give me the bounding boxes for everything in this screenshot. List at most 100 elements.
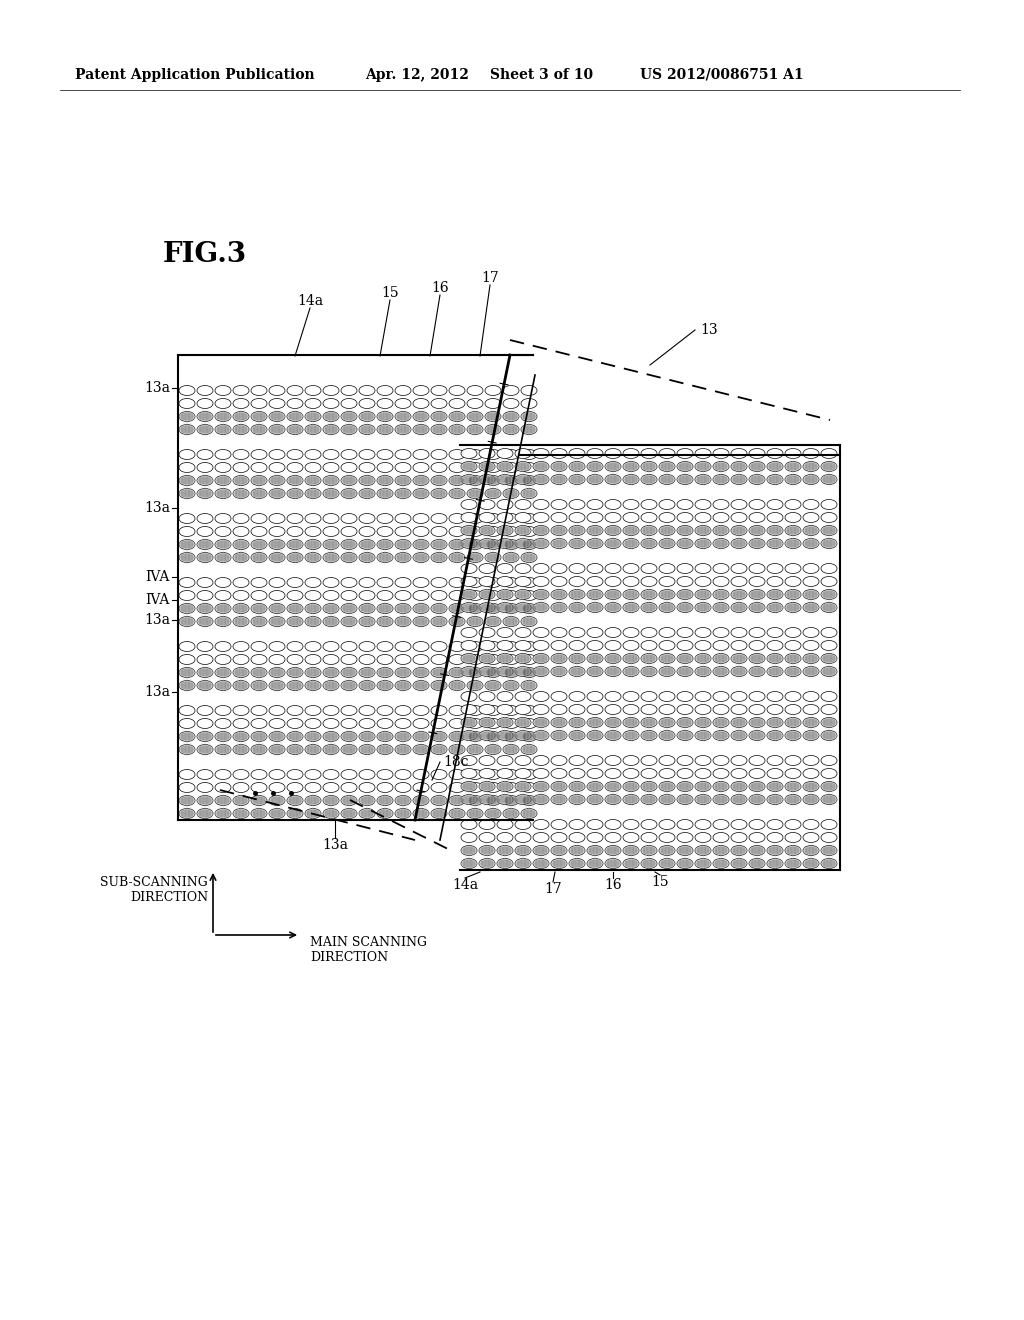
Ellipse shape [785, 539, 801, 549]
Ellipse shape [534, 449, 549, 458]
Ellipse shape [215, 540, 231, 549]
Ellipse shape [179, 590, 195, 601]
Ellipse shape [503, 527, 519, 536]
Ellipse shape [713, 833, 729, 842]
Ellipse shape [731, 730, 746, 741]
Ellipse shape [803, 820, 819, 829]
Ellipse shape [377, 513, 393, 524]
Ellipse shape [497, 755, 513, 766]
Ellipse shape [461, 820, 477, 829]
Ellipse shape [287, 770, 303, 780]
Ellipse shape [731, 590, 746, 599]
Ellipse shape [461, 462, 477, 471]
Ellipse shape [467, 412, 483, 421]
Ellipse shape [570, 718, 584, 727]
Ellipse shape [179, 425, 195, 434]
Ellipse shape [467, 705, 483, 715]
Ellipse shape [360, 605, 374, 612]
Ellipse shape [197, 513, 213, 524]
Ellipse shape [215, 681, 231, 690]
Ellipse shape [341, 718, 357, 729]
Ellipse shape [461, 653, 477, 664]
Ellipse shape [625, 527, 638, 535]
Ellipse shape [414, 746, 428, 754]
Ellipse shape [251, 412, 267, 421]
Ellipse shape [803, 499, 819, 510]
Ellipse shape [534, 590, 549, 599]
Ellipse shape [215, 425, 231, 434]
Ellipse shape [485, 540, 501, 549]
Ellipse shape [605, 730, 621, 741]
Ellipse shape [642, 590, 655, 599]
Ellipse shape [216, 425, 229, 434]
Ellipse shape [504, 681, 518, 690]
Ellipse shape [341, 603, 357, 614]
Ellipse shape [360, 809, 374, 818]
Ellipse shape [822, 462, 836, 471]
Ellipse shape [751, 462, 764, 471]
Ellipse shape [215, 513, 231, 524]
Ellipse shape [605, 718, 621, 727]
Ellipse shape [732, 846, 745, 855]
Ellipse shape [461, 781, 477, 792]
Ellipse shape [359, 770, 375, 780]
Ellipse shape [821, 820, 837, 829]
Ellipse shape [803, 768, 819, 779]
Ellipse shape [515, 833, 531, 842]
Ellipse shape [451, 746, 464, 754]
Ellipse shape [534, 718, 549, 727]
Ellipse shape [485, 513, 501, 524]
Ellipse shape [503, 681, 519, 690]
Ellipse shape [215, 616, 231, 627]
Ellipse shape [822, 527, 836, 535]
Ellipse shape [767, 858, 783, 869]
Ellipse shape [623, 833, 639, 842]
Ellipse shape [623, 705, 639, 714]
Ellipse shape [252, 425, 266, 434]
Ellipse shape [359, 475, 375, 486]
Ellipse shape [269, 808, 285, 818]
Ellipse shape [499, 859, 512, 867]
Ellipse shape [503, 385, 519, 396]
Ellipse shape [251, 655, 267, 664]
Ellipse shape [377, 462, 393, 473]
Ellipse shape [534, 602, 549, 612]
Ellipse shape [696, 667, 710, 676]
Ellipse shape [641, 474, 657, 484]
Ellipse shape [467, 513, 483, 524]
Ellipse shape [179, 655, 195, 664]
Ellipse shape [269, 642, 285, 652]
Ellipse shape [552, 540, 566, 548]
Ellipse shape [605, 768, 621, 779]
Ellipse shape [449, 578, 465, 587]
Ellipse shape [499, 783, 512, 791]
Ellipse shape [414, 412, 428, 421]
Ellipse shape [287, 705, 303, 715]
Ellipse shape [535, 540, 548, 548]
Ellipse shape [623, 602, 639, 612]
Ellipse shape [678, 718, 692, 727]
Ellipse shape [804, 462, 818, 471]
Ellipse shape [467, 578, 483, 587]
Ellipse shape [486, 746, 500, 754]
Ellipse shape [395, 705, 411, 715]
Ellipse shape [605, 846, 621, 855]
Ellipse shape [288, 746, 302, 754]
Ellipse shape [569, 692, 585, 701]
Ellipse shape [822, 718, 836, 727]
Ellipse shape [803, 692, 819, 701]
Ellipse shape [251, 603, 267, 614]
Ellipse shape [660, 475, 674, 483]
Ellipse shape [535, 590, 548, 599]
Ellipse shape [804, 846, 818, 855]
Ellipse shape [641, 730, 657, 741]
Ellipse shape [587, 564, 603, 573]
Ellipse shape [377, 770, 393, 780]
Ellipse shape [569, 755, 585, 766]
Ellipse shape [696, 718, 710, 727]
Ellipse shape [696, 540, 710, 548]
Ellipse shape [395, 642, 411, 652]
Ellipse shape [551, 768, 567, 779]
Ellipse shape [569, 512, 585, 523]
Ellipse shape [516, 731, 529, 739]
